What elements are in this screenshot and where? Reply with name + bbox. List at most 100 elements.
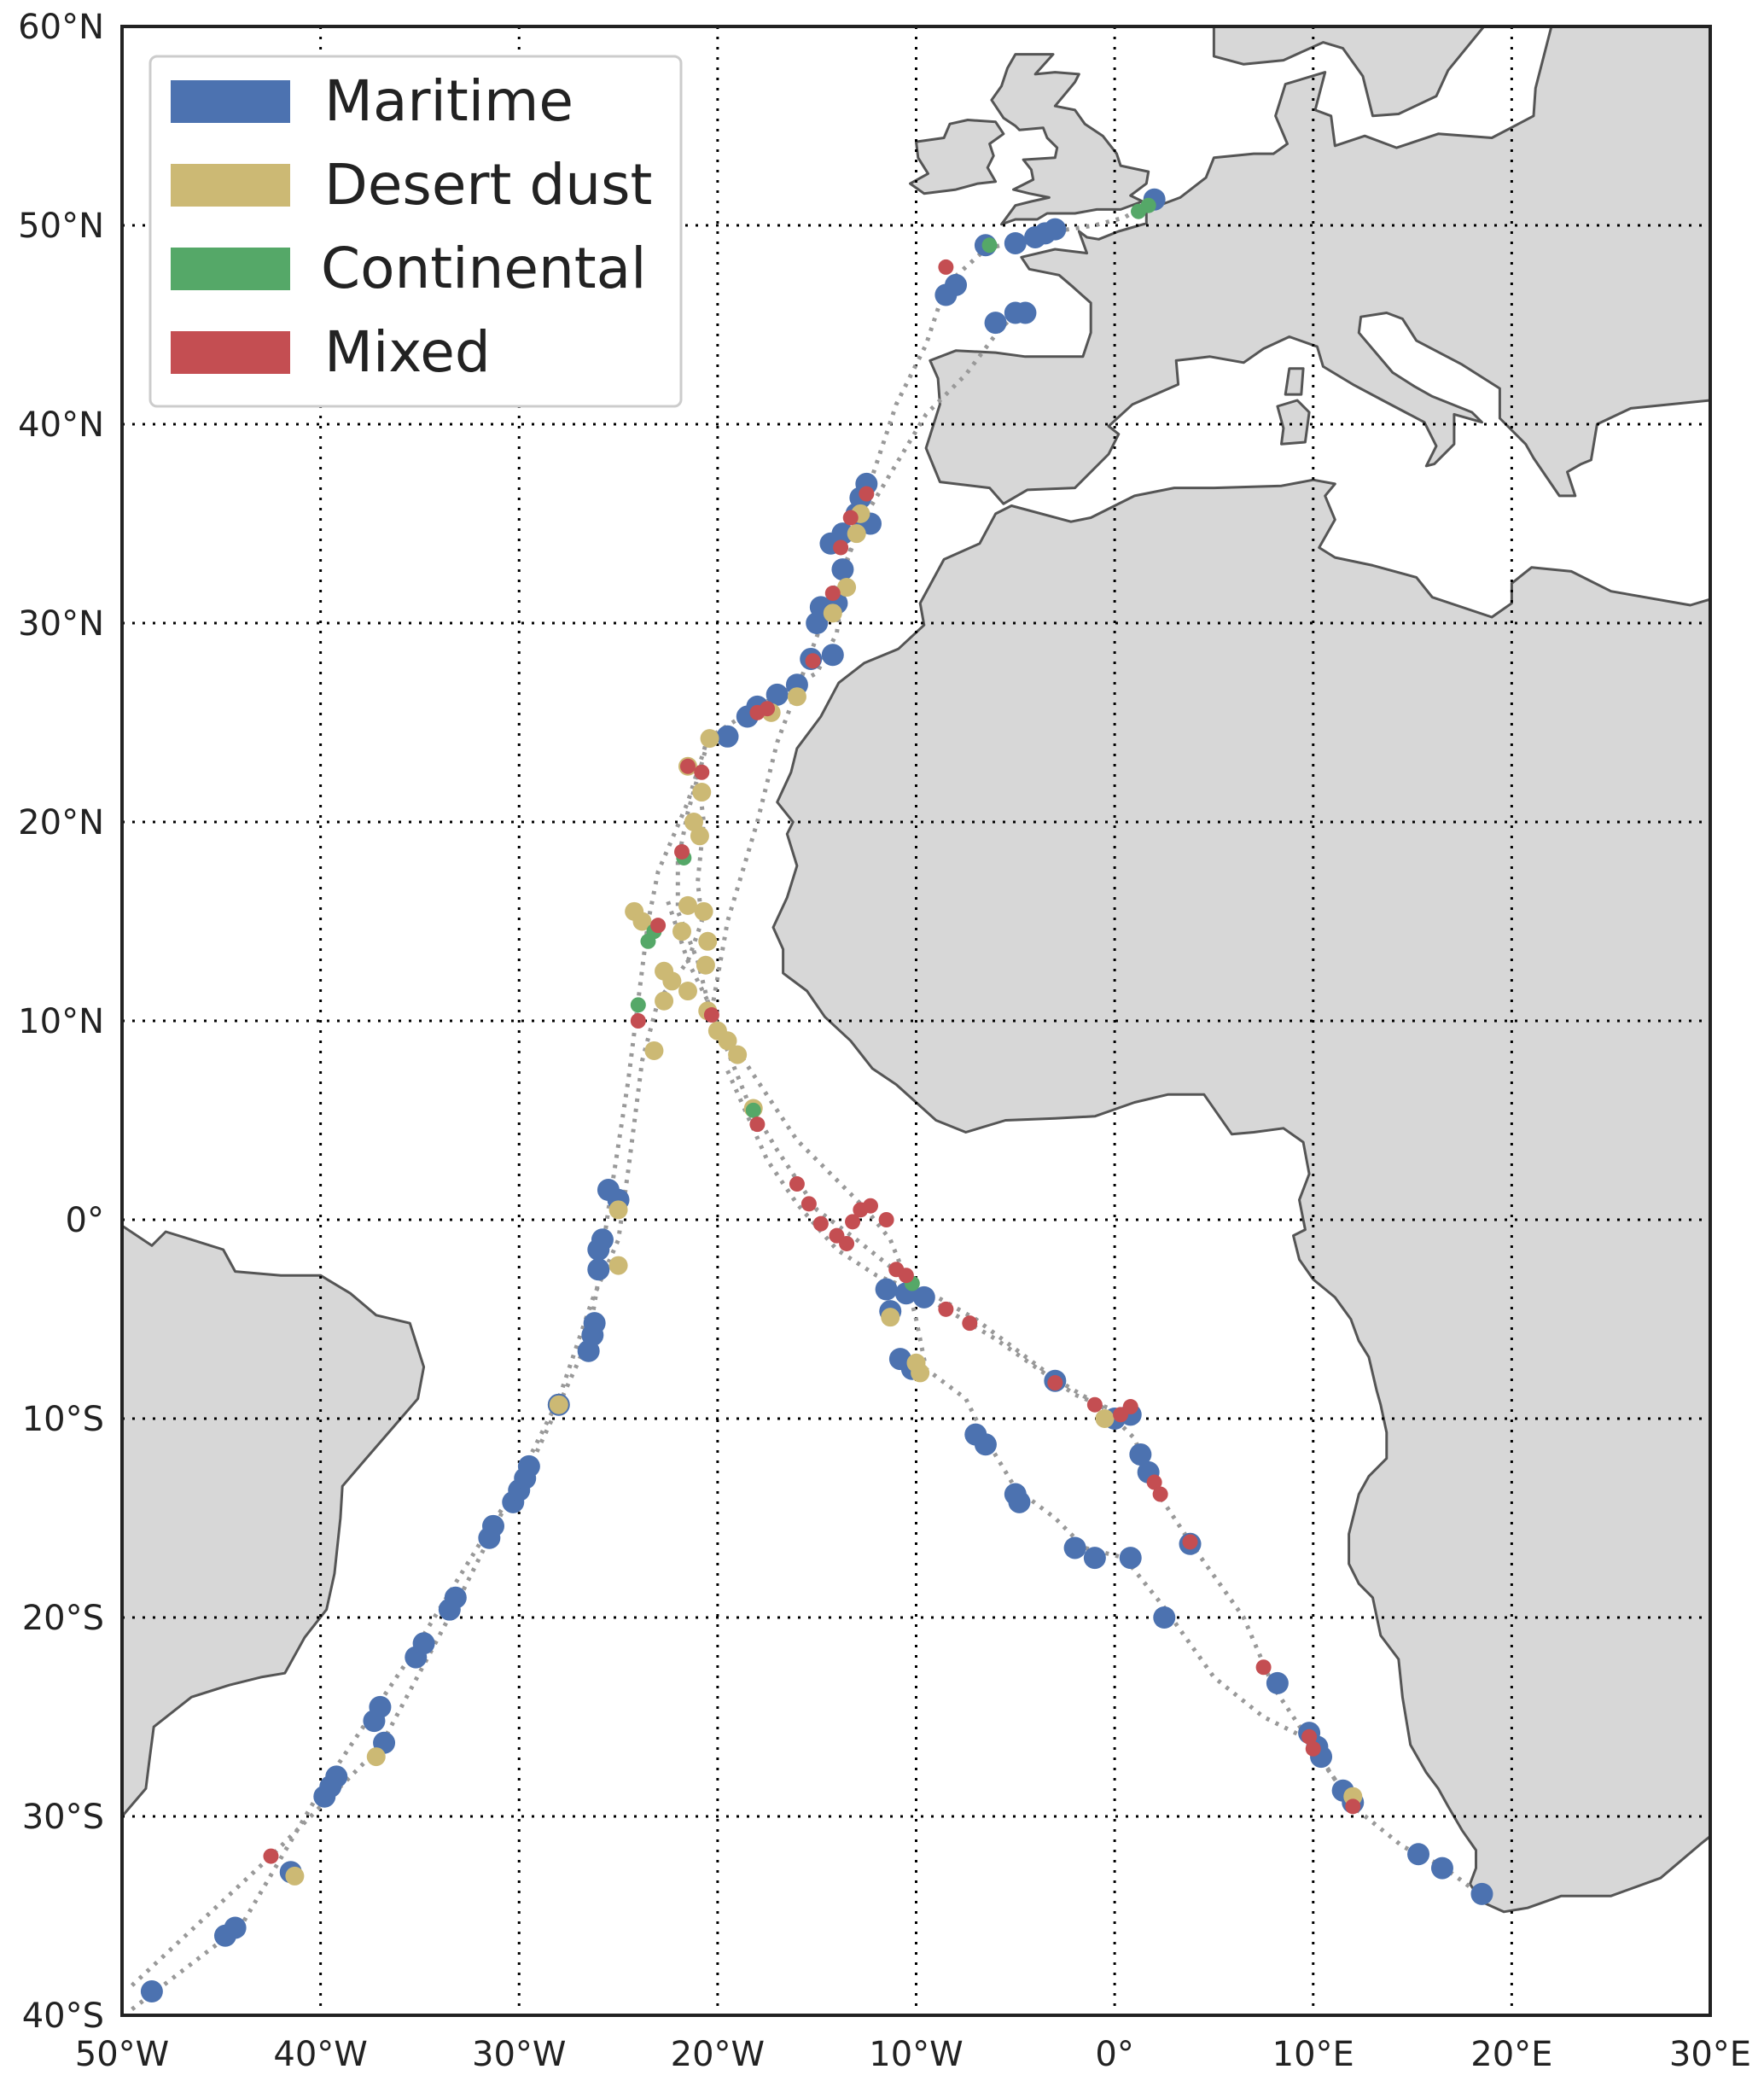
lon-tick-label: 50°W [75,2035,169,2074]
dust-point [632,912,652,931]
continental-point [630,997,646,1013]
mixed-point [800,1196,817,1212]
legend-swatch-maritime [171,80,290,123]
mixed-point [1301,1728,1318,1745]
maritime-point [591,1228,614,1251]
maritime-point [517,1454,540,1478]
lat-tick-label: 10°N [18,1002,104,1041]
dust-point [678,982,697,1001]
mixed-point [962,1315,978,1332]
maritime-point [984,312,1007,335]
legend-swatch-desert-dust [171,164,290,207]
lat-tick-labels: 60°N 50°N 40°N 30°N 20°N 10°N 0° 10°S 20°S 30°S 40… [18,8,104,2036]
maritime-point [1063,1536,1086,1559]
lat-tick-label: 20°S [22,1599,104,1638]
land-masses [122,26,1710,1914]
africa-europe-land [771,26,1710,1914]
lat-tick-label: 60°N [18,8,104,47]
maritime-point [1153,1606,1176,1629]
maritime-point [821,644,844,667]
mixed-point [679,758,696,774]
mixed-point [839,1235,855,1251]
mixed-point [878,1212,894,1227]
maritime-point [140,1980,163,2003]
mixed-point [1146,1474,1162,1490]
dust-point [847,524,866,544]
lat-tick-label: 20°N [18,803,104,842]
south-america-land [122,1224,426,1818]
lat-tick-label: 40°N [18,405,104,445]
maritime-point [766,683,789,706]
mixed-point [694,764,710,780]
dust-point [690,826,709,846]
lon-tick-label: 0° [1095,2035,1133,2074]
dust-point [696,955,715,975]
ship-track [725,1070,1136,1421]
lat-tick-label: 0° [66,1201,104,1240]
legend-label-mixed: Mixed [324,319,491,385]
mixed-point [1047,1375,1063,1391]
mixed-point [898,1268,914,1284]
sardinia-land [1276,399,1311,446]
mixed-point [674,843,690,860]
lon-tick-label: 30°E [1669,2035,1751,2074]
mixed-point [749,1116,766,1133]
dust-point [823,603,842,623]
dust-point [837,578,857,597]
dust-point [881,1308,900,1327]
mixed-point [1305,1740,1321,1757]
mixed-point [833,539,849,556]
dust-point [549,1395,568,1414]
ship-track [130,772,707,1987]
maritime-point [1044,218,1067,241]
observation-points [140,188,1493,2003]
dust-point [718,1031,737,1051]
maritime-point [1430,1857,1453,1880]
dust-point [662,971,682,991]
corsica-land [1284,367,1305,396]
dust-point [608,1256,628,1275]
maritime-point [1004,231,1027,254]
dust-point [655,991,674,1011]
dust-point [728,1045,748,1064]
maritime-point [716,725,739,748]
maritime-point [1266,1671,1289,1694]
dust-point [285,1866,305,1886]
continental-point [981,237,998,254]
maritime-point [369,1695,392,1718]
lon-tick-label: 10°W [869,2035,963,2074]
mixed-point [845,1214,861,1230]
mixed-point [842,510,859,526]
mixed-point [812,1215,829,1232]
mixed-point [263,1848,279,1864]
maritime-point [912,1285,935,1309]
lon-tick-label: 40°W [273,2035,367,2074]
mixed-point [938,1301,954,1317]
mixed-point [630,1013,646,1029]
mixed-point [650,918,667,934]
maritime-point [1470,1882,1493,1905]
lon-tick-labels: 50°W 40°W 30°W 20°W 10°W 0° 10°E 20°E 30°E [75,2035,1751,2074]
mixed-point [1086,1396,1103,1413]
dust-point [678,895,697,915]
legend-box [148,55,683,408]
mixed-point [789,1176,805,1192]
dust-point [672,922,692,941]
legend-swatch-mixed [171,331,290,374]
mixed-point [1255,1659,1272,1676]
maritime-point [482,1514,505,1537]
maritime-point [325,1765,348,1788]
maritime-point [412,1632,435,1655]
maritime-point [831,558,854,581]
lon-tick-label: 30°W [472,2035,566,2074]
mixed-point [1152,1486,1168,1502]
continental-point [745,1102,761,1118]
plot-frame [120,25,1712,2017]
continental-point [1140,197,1156,213]
lon-tick-label: 20°E [1470,2035,1552,2074]
mixed-point [1345,1798,1361,1815]
maritime-point [1119,1547,1142,1570]
lat-tick-label: 10°S [22,1400,104,1439]
maritime-point [444,1586,467,1609]
mixed-point [760,701,776,717]
